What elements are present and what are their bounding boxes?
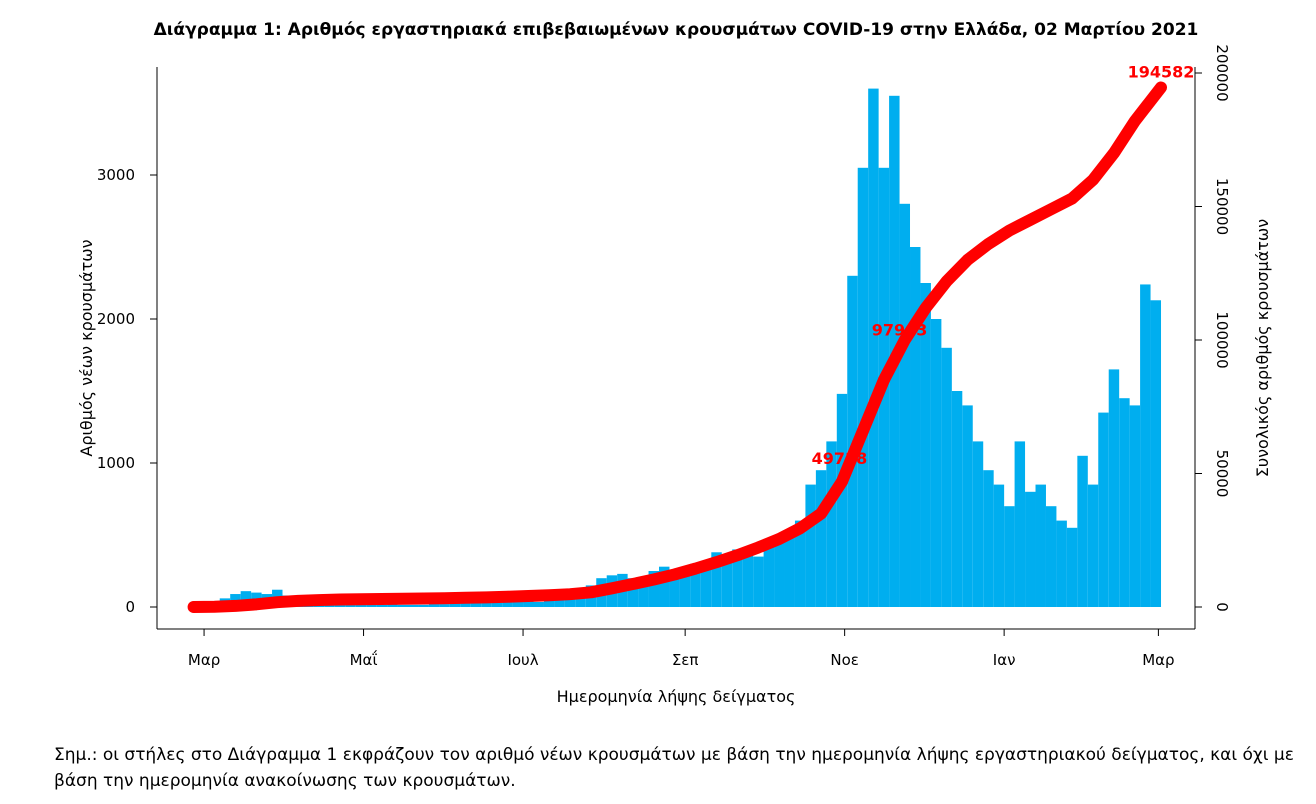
bar (366, 604, 377, 607)
x-tick-label: Μαΐ (350, 649, 378, 669)
bar (941, 347, 952, 607)
bar (575, 592, 586, 607)
bar (826, 441, 837, 607)
x-axis-title: Ημερομηνία λήψης δείγματος (557, 687, 796, 706)
bar (972, 441, 984, 607)
bar (805, 484, 816, 607)
bar (1025, 491, 1036, 607)
chart-title: Διάγραμμα 1: Αριθμός εργαστηριακά επιβεβ… (154, 20, 1199, 40)
bar (512, 601, 524, 607)
bar (1004, 506, 1015, 607)
chart: Διάγραμμα 1: Αριθμός εργαστηριακά επιβεβ… (77, 20, 1272, 706)
bar (659, 566, 670, 607)
bar (962, 405, 973, 607)
y2-tick-label: 50000 (1213, 450, 1231, 498)
cumulative-label: 97903 (872, 321, 928, 340)
bar (690, 563, 701, 607)
bar (920, 283, 931, 607)
bar (742, 552, 754, 607)
bar (1035, 484, 1046, 607)
bar (868, 88, 879, 608)
bar (774, 542, 785, 607)
cumulative-line (187, 81, 1168, 613)
bar (408, 604, 419, 607)
bar (1014, 441, 1026, 607)
bar (784, 535, 795, 607)
y2-tick-label: 100000 (1213, 311, 1231, 368)
bar (533, 601, 544, 607)
x-tick-label: Σεπ (672, 651, 699, 669)
bar (951, 391, 963, 607)
bar (721, 556, 733, 607)
bar (836, 393, 848, 607)
bar (1066, 527, 1078, 607)
bar (470, 602, 482, 607)
bar (1087, 484, 1099, 607)
bar (983, 470, 994, 607)
y-tick-label: 1000 (97, 454, 135, 472)
bar (418, 604, 429, 607)
footnote: Σημ.: οι στήλες στο Διάγραμμα 1 εκφράζου… (54, 745, 1294, 791)
bar (345, 604, 356, 607)
bar (993, 484, 1005, 607)
bar (428, 604, 440, 607)
bar (554, 598, 565, 607)
cumulative-label: 194582 (1128, 62, 1195, 81)
x-tick-label: Μαρ (1142, 651, 1174, 669)
bar (1140, 284, 1151, 607)
bar (449, 603, 461, 607)
bar (910, 247, 921, 607)
bar (638, 581, 649, 607)
bar (899, 203, 911, 608)
bar (355, 604, 367, 607)
cumulative-label: 49738 (812, 449, 868, 468)
bar (669, 573, 680, 607)
bar (815, 470, 827, 607)
bar (857, 167, 869, 608)
bar (1077, 455, 1088, 607)
bar (700, 560, 712, 607)
x-tick-label: Μαρ (188, 651, 220, 669)
bar (376, 604, 388, 607)
bar (1129, 405, 1141, 607)
y-tick-label: 0 (125, 598, 135, 616)
bar (679, 571, 691, 607)
bar (543, 600, 555, 607)
bar (491, 602, 503, 607)
bar (753, 556, 764, 607)
bar (460, 603, 471, 607)
bar (627, 578, 639, 607)
bar (794, 520, 806, 607)
bar (439, 604, 450, 607)
bar (397, 604, 409, 607)
bar (1108, 369, 1120, 607)
x-tick-label: Ιουλ (507, 651, 538, 669)
x-tick-label: Ιαν (993, 651, 1016, 669)
bar (1045, 506, 1057, 607)
bar (481, 601, 492, 607)
y-axis-title: Αριθμός νέων κρουσμάτων (77, 239, 96, 456)
bar (711, 552, 722, 607)
bar (930, 319, 942, 607)
bar (1119, 398, 1130, 607)
y2-tick-label: 150000 (1213, 178, 1231, 235)
bar (1150, 300, 1162, 607)
bar (240, 591, 252, 607)
bar (502, 601, 513, 607)
bar (1056, 520, 1067, 607)
x-tick-label: Νοε (830, 651, 859, 669)
y2-tick-label: 200000 (1213, 44, 1231, 101)
bar (523, 601, 534, 607)
y2-tick-label: 0 (1213, 602, 1231, 612)
y-tick-label: 2000 (97, 310, 135, 328)
y2-axis-title: Συνολικός αριθμός κρουσμάτων (1253, 219, 1272, 478)
bar (648, 571, 660, 607)
y-tick-label: 3000 (97, 166, 135, 184)
bar (1098, 412, 1109, 607)
bar (387, 604, 398, 607)
bar (564, 595, 576, 607)
bar (763, 546, 775, 607)
bar (732, 549, 743, 607)
